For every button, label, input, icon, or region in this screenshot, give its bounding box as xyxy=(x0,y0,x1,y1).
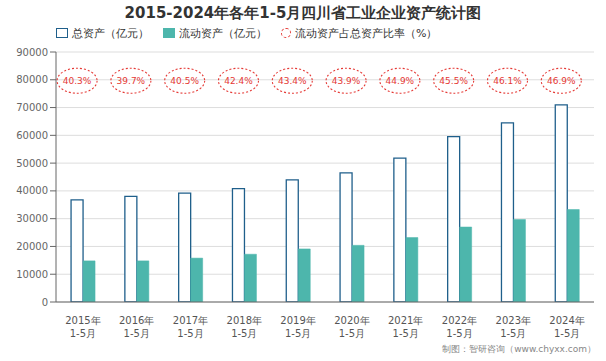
svg-text:30000: 30000 xyxy=(16,213,48,224)
svg-text:40.5%: 40.5% xyxy=(170,76,199,86)
svg-text:2018年1-5月: 2018年1-5月 xyxy=(227,315,262,339)
svg-text:2017年1-5月: 2017年1-5月 xyxy=(173,315,208,339)
svg-text:43.9%: 43.9% xyxy=(332,76,361,86)
svg-text:39.7%: 39.7% xyxy=(117,76,146,86)
svg-text:90000: 90000 xyxy=(16,47,48,58)
svg-text:40.3%: 40.3% xyxy=(63,76,92,86)
svg-text:2023年1-5月: 2023年1-5月 xyxy=(496,315,531,339)
svg-text:45.5%: 45.5% xyxy=(439,76,468,86)
svg-text:80000: 80000 xyxy=(16,74,48,85)
svg-text:2019年1-5月: 2019年1-5月 xyxy=(280,315,315,339)
svg-text:44.9%: 44.9% xyxy=(386,76,415,86)
svg-text:46.9%: 46.9% xyxy=(547,76,576,86)
html-text:流动资产占总资产比率（%）: 流动资产占总资产比率（%） xyxy=(295,26,438,40)
svg-text:2024年1-5月: 2024年1-5月 xyxy=(549,315,584,339)
svg-text:70000: 70000 xyxy=(16,102,48,113)
svg-text:2016年1-5月: 2016年1-5月 xyxy=(119,315,154,339)
svg-text:20000: 20000 xyxy=(16,241,48,252)
svg-text:2015年1-5月: 2015年1-5月 xyxy=(65,315,100,339)
svg-text:2021年1-5月: 2021年1-5月 xyxy=(388,315,423,339)
svg-text:2020年1-5月: 2020年1-5月 xyxy=(334,315,369,339)
svg-text:40000: 40000 xyxy=(16,185,48,196)
svg-text:50000: 50000 xyxy=(16,158,48,169)
svg-text:46.1%: 46.1% xyxy=(493,76,522,86)
html-text:总资产（亿元）: 总资产（亿元） xyxy=(72,26,149,40)
svg-text:42.4%: 42.4% xyxy=(224,76,253,86)
svg-text:43.4%: 43.4% xyxy=(278,76,307,86)
html-text:制图：智研咨询（www.chyxx.com）: 制图：智研咨询（www.chyxx.com） xyxy=(442,344,596,354)
svg-text:0: 0 xyxy=(42,297,48,308)
svg-text:10000: 10000 xyxy=(16,269,48,280)
html-text:流动资产（亿元）: 流动资产（亿元） xyxy=(179,26,267,40)
svg-text:2022年1-5月: 2022年1-5月 xyxy=(442,315,477,339)
svg-text:60000: 60000 xyxy=(16,130,48,141)
html-text:2015-2024年各年1-5月四川省工业企业资产统计图: 2015-2024年各年1-5月四川省工业企业资产统计图 xyxy=(124,4,482,22)
